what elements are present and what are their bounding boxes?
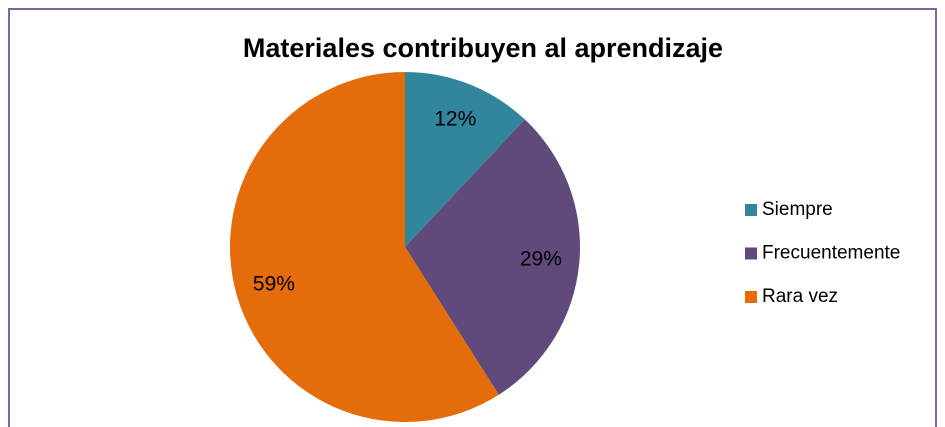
pie-slice (229, 72, 499, 422)
legend-swatch (745, 291, 757, 303)
data-label: 59% (253, 273, 295, 296)
legend-label: Rara vez (762, 286, 838, 307)
chart-title: Materiales contribuyen al aprendizaje (243, 33, 723, 63)
legend-label: Frecuentemente (762, 243, 900, 264)
data-label: 12% (434, 108, 476, 131)
data-label: 29% (520, 247, 562, 270)
legend-label: Siempre (762, 199, 833, 220)
legend-swatch (745, 247, 757, 260)
pie-slice (405, 119, 580, 395)
legend-swatch (745, 204, 757, 216)
pie-slice (405, 72, 525, 247)
